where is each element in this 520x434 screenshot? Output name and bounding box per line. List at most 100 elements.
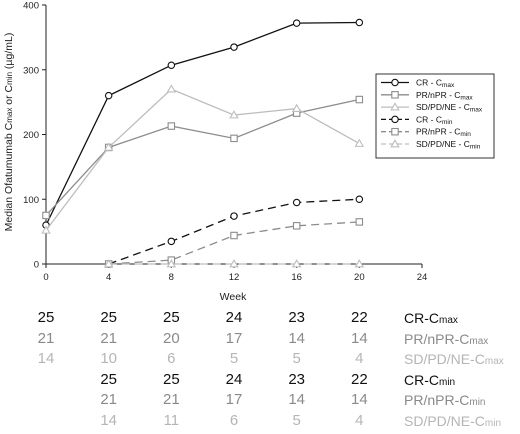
data-point: [229, 259, 239, 268]
y-tick-label: 200: [23, 130, 39, 141]
data-point: [355, 18, 364, 27]
table-cell: 25: [100, 370, 117, 388]
table-row: 25 25 24 23 22 CR-Cmin: [0, 370, 520, 390]
table-row: 21 21 20 17 14 14 PR/nPR-Cmax: [0, 329, 520, 349]
table-cell: 25: [162, 370, 180, 388]
chart-series: [41, 18, 365, 268]
table-cell: 5: [292, 350, 301, 367]
data-point: [354, 138, 365, 147]
data-point: [230, 134, 238, 143]
series-0: [42, 18, 364, 229]
data-point: [167, 237, 176, 246]
y-tick-label: 400: [23, 1, 39, 12]
legend-label: PR/nPR - Cmin: [416, 127, 471, 139]
legend-label: SD/PD/NE - Cmax: [416, 102, 483, 114]
table-cell: 23: [288, 309, 305, 326]
series-1: [42, 95, 364, 220]
y-tick-label: 300: [23, 65, 39, 76]
table-row: 21 21 17 14 14 PR/nPR-Cmin: [0, 390, 520, 410]
table-cell: 25: [100, 309, 117, 326]
series-line: [45, 88, 360, 231]
row-label: CR-Cmin: [404, 371, 456, 388]
y-tick-label: 100: [23, 195, 39, 206]
legend-marker: [391, 127, 399, 136]
x-tick-label: 0: [43, 272, 48, 283]
data-point: [103, 142, 114, 151]
data-point: [355, 195, 364, 204]
table-cell: 17: [225, 329, 243, 347]
legend-marker: [390, 102, 400, 111]
table-cell: 24: [225, 370, 243, 388]
data-point: [167, 122, 176, 130]
data-point: [166, 259, 177, 268]
table-cell: 5: [292, 411, 301, 429]
data-point: [355, 218, 364, 226]
y-tick-label: 0: [34, 260, 39, 271]
table-cell: 24: [225, 309, 243, 326]
x-tick-label: 24: [417, 272, 428, 283]
table-cell: 5: [229, 350, 239, 367]
legend-marker: [391, 115, 399, 124]
data-point: [354, 259, 365, 268]
data-point: [292, 19, 301, 27]
table-cell: 22: [350, 370, 368, 388]
data-point: [167, 61, 176, 69]
data-point: [291, 103, 302, 112]
data-point: [292, 198, 301, 207]
table-cell: 17: [225, 391, 243, 408]
table-cell: 10: [100, 350, 117, 367]
table-cell: 21: [100, 391, 117, 408]
table-cell: 22: [350, 309, 368, 326]
data-point: [230, 231, 238, 240]
table-cell: 14: [37, 350, 55, 367]
table-cell: 20: [162, 329, 180, 347]
x-axis-title: Week: [220, 291, 247, 303]
table-cell: 4: [355, 350, 364, 367]
data-point: [229, 110, 239, 119]
table-cell: 4: [355, 411, 364, 429]
row-label: SD/PD/NE-Cmin: [404, 412, 502, 429]
row-label: SD/PD/NE-Cmax: [404, 351, 504, 367]
table-cell: 21: [100, 329, 117, 347]
legend-marker: [391, 91, 399, 99]
data-point: [42, 211, 50, 220]
series-line: [108, 221, 360, 265]
legend-marker: [390, 139, 400, 148]
data-point: [166, 84, 177, 93]
table-cell: 25: [162, 309, 180, 326]
x-tick-label: 4: [106, 272, 111, 283]
series-2: [41, 84, 365, 234]
data-point: [103, 259, 114, 268]
series-5: [103, 259, 365, 268]
series-3: [104, 195, 364, 268]
table-cell: 14: [350, 391, 368, 408]
x-tick-label: 8: [169, 272, 174, 283]
legend-marker: [391, 78, 399, 87]
y-axis-title: Median Ofatumumab Cmax or Cmin (µg/mL): [3, 33, 15, 232]
table-row: 14 11 6 5 4 SD/PD/NE-Cmin: [0, 411, 520, 431]
table-cell: 11: [163, 411, 180, 429]
table-cell: 6: [229, 411, 239, 429]
data-point: [104, 91, 113, 100]
x-tick-label: 16: [291, 272, 302, 283]
table-cell: 14: [350, 329, 368, 347]
table-cell: 6: [167, 350, 176, 367]
chart-axes: 0 100 200 300 400 0 4 8 12 16 20 24: [23, 1, 427, 284]
data-point: [230, 43, 238, 51]
data-point: [355, 95, 364, 104]
table-cell: 14: [288, 329, 305, 347]
data-point: [230, 212, 238, 220]
table-cell: 23: [288, 370, 305, 388]
series-line: [45, 98, 360, 216]
data-point: [291, 259, 302, 268]
table-row: 25 25 25 24 23 22 CR-Cmax: [0, 308, 520, 328]
row-label: CR-Cmax: [404, 310, 458, 326]
legend-label: CR - Cmin: [416, 114, 453, 126]
table-row: 14 10 6 5 5 4 SD/PD/NE-Cmax: [0, 349, 520, 369]
legend-label: PR/nPR - Cmax: [416, 90, 473, 102]
series-line: [108, 198, 360, 265]
row-label: PR/nPR-Cmax: [404, 330, 489, 347]
x-tick-label: 20: [354, 272, 365, 283]
